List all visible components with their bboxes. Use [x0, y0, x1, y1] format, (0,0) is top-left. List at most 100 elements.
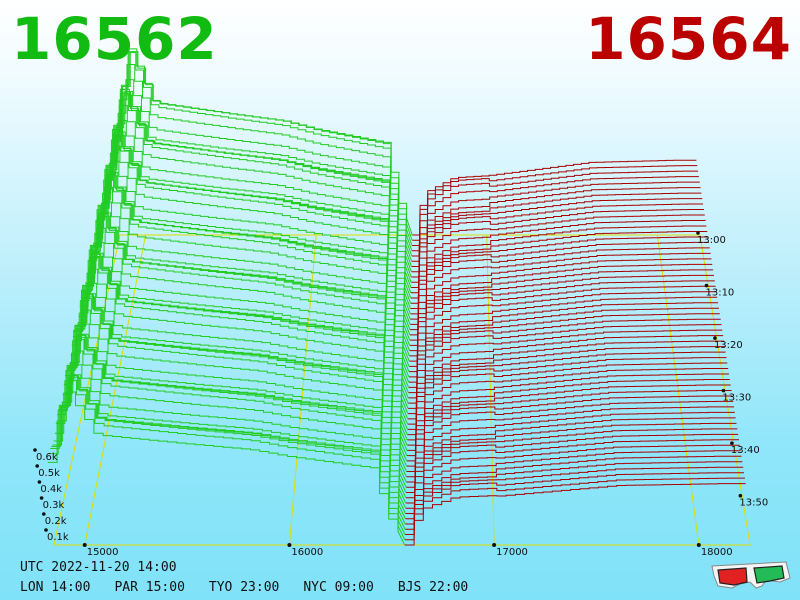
y-tick-label: 0.1k: [47, 532, 69, 543]
bid-depth-line: [85, 212, 410, 372]
bid-depth-line: [47, 391, 406, 546]
ask-depth-line: [409, 285, 716, 357]
bid-depth-line: [77, 252, 409, 409]
bid-depth-line: [61, 333, 407, 483]
time-tick-mark: [713, 336, 717, 340]
tz-nyc: NYC 09:00: [303, 580, 374, 595]
bid-depth-line: [67, 294, 408, 456]
y-tick-mark: [33, 448, 37, 452]
bid-depth-line: [104, 93, 412, 283]
time-tick-label: 13:50: [739, 498, 768, 509]
ask-depth-line: [411, 203, 704, 278]
ask-depth-line: [405, 444, 740, 509]
ask-depth-line: [405, 455, 742, 520]
bid-depth-line: [48, 379, 406, 540]
bid-depth-line: [109, 90, 413, 262]
ask-depth-line: [407, 362, 728, 430]
ask-depth-line: [412, 170, 699, 247]
bid-depth-line: [64, 297, 408, 467]
ask-depth-line: [410, 225, 707, 299]
bid-depth-line: [50, 374, 406, 535]
bid-depth-line: [55, 350, 407, 509]
bid-depth-line: [89, 170, 410, 351]
bid-depth-line: [101, 131, 412, 299]
y-tick-mark: [35, 464, 39, 468]
ask-depth-line: [407, 378, 730, 446]
bid-depth-line: [66, 293, 408, 462]
bid-depth-line: [102, 119, 412, 293]
bid-depth-line: [71, 268, 408, 435]
ask-depth-line: [408, 329, 723, 399]
ask-depth-line: [406, 395, 733, 462]
floor-outline: [53, 234, 751, 546]
ask-depth-line: [405, 450, 741, 514]
bid-depth-line: [59, 334, 407, 493]
ask-depth-line: [405, 461, 743, 525]
bid-depth-line: [53, 374, 406, 519]
bid-depth-line: [58, 333, 407, 498]
time-axis-labels: 13:00 13:10 13:20 13:30 13:40 13:50: [696, 231, 768, 509]
ask-depth-line: [406, 417, 736, 483]
bid-depth-line: [56, 338, 407, 504]
x-axis-labels: 15000 16000 17000 18000: [82, 543, 733, 558]
bid-depth-line: [98, 132, 411, 309]
bid-depth-line: [87, 186, 410, 362]
y-tick-label: 0.2k: [45, 516, 67, 527]
tz-lon: LON 14:00: [20, 580, 91, 595]
ask-depth-line: [411, 181, 700, 257]
time-tick-mark: [704, 283, 709, 288]
tz-bjs: BJS 22:00: [397, 580, 469, 595]
bid-depth-line: [111, 63, 413, 251]
time-tick-label: 13:10: [705, 288, 734, 299]
ask-depth-line: [405, 439, 740, 504]
ask-depth-line: [406, 411, 735, 478]
bid-depth-line: [62, 323, 407, 477]
bid-price: 16562: [11, 5, 218, 73]
ask-depth-line: [408, 307, 719, 378]
ask-depth-line: [410, 220, 706, 294]
ask-depth-line: [409, 274, 714, 346]
ask-depth-line: [406, 406, 735, 472]
time-tick-mark: [721, 388, 726, 393]
x-tick-mark: [492, 543, 497, 547]
ask-depth-line: [409, 291, 717, 362]
y-tick-mark: [37, 480, 42, 484]
ask-depth-line: [406, 422, 737, 488]
ask-depth-line: [404, 477, 745, 541]
utc-time: UTC 2022-11-20 14:00: [20, 560, 177, 575]
bid-depth-line: [112, 52, 413, 246]
ask-depth-line: [408, 346, 725, 415]
x-tick-label: 15000: [87, 547, 119, 558]
ask-depth-line: [409, 263, 713, 336]
ask-depth-line: [406, 428, 738, 493]
bid-depth-line: [73, 252, 409, 425]
time-tick-mark: [738, 493, 743, 498]
time-tick-label: 13:40: [731, 445, 760, 456]
ask-depth-line: [407, 373, 729, 441]
y-tick-mark: [39, 496, 44, 500]
ask-depth-line: [408, 340, 724, 409]
ask-depth-line: [408, 313, 720, 383]
tz-tyo: TYO 23:00: [208, 580, 280, 595]
ask-price: 16564: [585, 5, 792, 73]
ask-depth-line: [410, 247, 710, 320]
bid-depth-line: [88, 175, 410, 357]
y-tick-label: 0.5k: [38, 468, 60, 479]
ask-depth-line: [412, 176, 699, 252]
ask-depth-line: [408, 318, 721, 388]
x-gridline: [84, 234, 147, 546]
time-tick-mark: [730, 441, 734, 445]
bid-depth-line: [70, 282, 408, 441]
bid-depth-line: [54, 364, 406, 514]
bid-depth-line: [81, 211, 409, 388]
x-tick-mark: [287, 543, 292, 547]
bid-depth-line: [79, 227, 409, 399]
ask-depth-line: [409, 296, 718, 367]
ask-depth-line: [408, 335, 724, 404]
ask-depth-line: [407, 389, 732, 457]
y-tick-label: 0.3k: [43, 500, 65, 511]
x-tick-label: 16000: [291, 547, 323, 558]
ask-depth-line: [405, 472, 745, 535]
x-tick-mark: [82, 543, 87, 547]
